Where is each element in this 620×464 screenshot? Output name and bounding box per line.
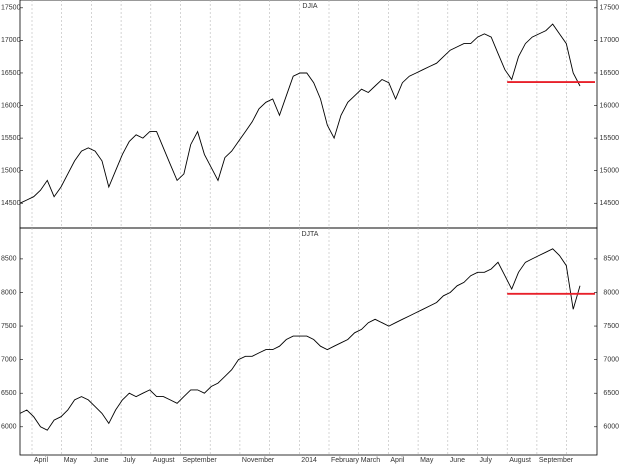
data-line: [19, 248, 581, 431]
y-tick-label: 7500: [1, 323, 17, 330]
x-tick-label: April: [390, 457, 404, 464]
x-tick-label: 2014: [301, 457, 317, 464]
y-tick-label: 16500: [1, 70, 21, 77]
y-tick-label: 8500: [1, 256, 17, 263]
y-tick-label: 8000: [603, 289, 619, 296]
y-tick-label: 6500: [1, 390, 17, 397]
y-tick-label: 15500: [1, 135, 21, 142]
y-tick-label: 6500: [603, 390, 619, 397]
x-tick-label: March: [361, 457, 381, 464]
x-tick-label: November: [242, 457, 275, 464]
y-tick-label: 15500: [600, 135, 620, 142]
x-tick-label: June: [450, 457, 465, 464]
y-tick-label: 17000: [600, 37, 620, 44]
y-tick-label: 15000: [1, 168, 21, 175]
x-tick-label: July: [123, 457, 136, 464]
y-tick-label: 15000: [600, 168, 620, 175]
y-tick-label: 16000: [1, 102, 21, 109]
x-tick-label: April: [34, 457, 48, 464]
y-tick-label: 17000: [1, 37, 21, 44]
y-tick-label: 14500: [600, 200, 620, 207]
y-tick-label: 17500: [600, 5, 620, 12]
x-tick-label: July: [480, 457, 493, 464]
panel-frame: [19, 227, 598, 456]
y-tick-label: 17500: [1, 5, 21, 12]
x-tick-label: September: [183, 457, 218, 464]
x-tick-label: August: [153, 457, 175, 464]
x-tick-label: May: [420, 457, 434, 464]
y-tick-label: 14500: [1, 200, 21, 207]
y-tick-label: 16500: [600, 70, 620, 77]
x-tick-label: May: [64, 457, 78, 464]
y-tick-label: 6000: [603, 424, 619, 431]
x-tick-label: February: [331, 457, 360, 464]
data-line: [19, 23, 581, 204]
y-tick-label: 8500: [603, 256, 619, 263]
panel-title: DJIA: [302, 3, 318, 10]
y-tick-label: 8000: [1, 289, 17, 296]
x-tick-label: August: [509, 457, 531, 464]
y-tick-label: 7000: [1, 356, 17, 363]
x-tick-label: September: [539, 457, 574, 464]
y-tick-label: 7000: [603, 356, 619, 363]
y-tick-label: 6000: [1, 424, 17, 431]
y-tick-label: 16000: [600, 102, 620, 109]
y-tick-label: 7500: [603, 323, 619, 330]
panel-title: DJTA: [302, 231, 319, 238]
x-tick-label: June: [93, 457, 108, 464]
